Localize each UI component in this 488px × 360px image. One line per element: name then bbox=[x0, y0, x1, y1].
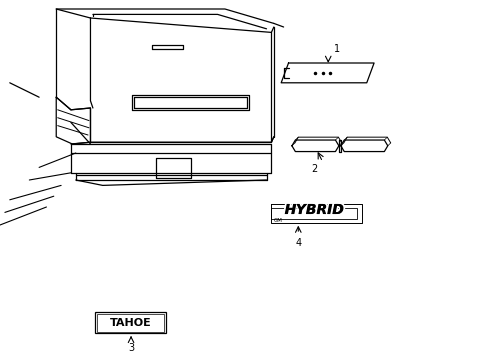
Text: 4: 4 bbox=[295, 238, 301, 248]
FancyBboxPatch shape bbox=[271, 208, 356, 219]
Text: HYBRID: HYBRID bbox=[284, 203, 343, 217]
Text: TAHOE: TAHOE bbox=[110, 318, 151, 328]
Text: 2: 2 bbox=[311, 164, 317, 174]
FancyBboxPatch shape bbox=[97, 314, 164, 332]
Text: HYBRID: HYBRID bbox=[284, 203, 343, 217]
Text: 3: 3 bbox=[128, 343, 134, 354]
FancyBboxPatch shape bbox=[95, 312, 166, 333]
Text: GM: GM bbox=[273, 217, 282, 222]
Text: 1: 1 bbox=[333, 44, 339, 54]
